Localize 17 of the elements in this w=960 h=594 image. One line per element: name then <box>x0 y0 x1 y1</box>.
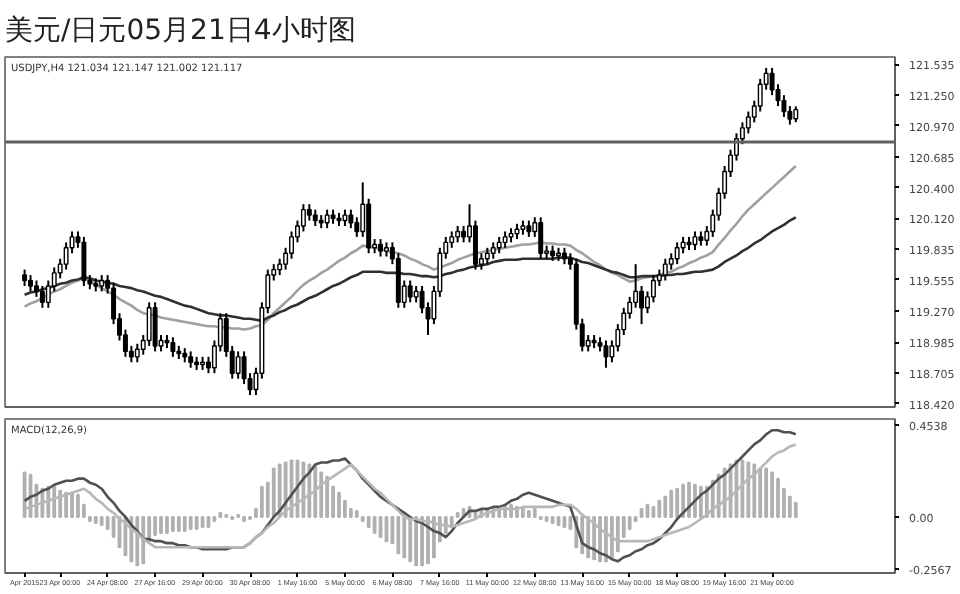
candlestick <box>324 208 330 230</box>
candlestick <box>538 216 544 260</box>
candlestick <box>692 230 698 251</box>
chart-title: 美元/日元05月21日4小时图 <box>5 15 356 47</box>
candlestick <box>674 241 680 266</box>
candlestick <box>170 336 176 358</box>
candlestick <box>152 301 158 353</box>
candlestick <box>348 208 354 230</box>
candlestick <box>662 257 668 282</box>
candlestick <box>603 339 609 369</box>
line-series <box>23 215 798 323</box>
candlestick <box>235 350 241 380</box>
candlestick <box>134 342 140 364</box>
candlestick <box>407 279 413 304</box>
candlestick <box>146 301 152 347</box>
candlestick <box>81 235 87 287</box>
candlestick <box>39 284 45 309</box>
